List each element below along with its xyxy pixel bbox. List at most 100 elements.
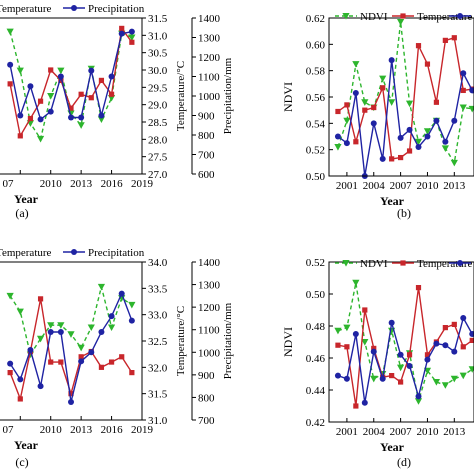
precipitation-point: [361, 399, 368, 406]
temperature-point: [433, 99, 440, 105]
ndvi-tick-label: 0.50: [306, 171, 326, 183]
x-axis-label: Year: [380, 440, 405, 454]
ndvi-point: [441, 382, 449, 389]
ndvi-point: [379, 75, 387, 83]
ndvi-tick-label: 0.48: [306, 321, 326, 333]
precipitation-tick-label: 900: [198, 370, 215, 382]
x-tick-label: 2007: [390, 180, 413, 192]
ndvi-axis-label: NDVI: [281, 327, 295, 357]
ndvi-point: [352, 61, 360, 68]
precipitation-point: [78, 358, 85, 365]
precipitation-point: [469, 87, 474, 94]
panel-label: (a): [15, 206, 28, 220]
precipitation-tick-label: 1100: [198, 325, 220, 337]
precipitation-tick-label: 900: [198, 111, 215, 123]
precipitation-tick-label: 1000: [198, 91, 221, 103]
temperature-tick-label: 27.5: [148, 152, 168, 164]
x-tick-label: 2004: [363, 180, 386, 192]
precipitation-point: [88, 67, 95, 74]
precipitation-point: [7, 360, 14, 367]
temperature-point: [37, 296, 44, 302]
chart-panel-b: 2001 2004 2007 2010 2013 Year 0.50 0.52 0.54 0.56…: [281, 11, 474, 220]
precipitation-point: [17, 376, 24, 383]
ndvi-point: [77, 122, 85, 129]
ndvi-point: [6, 292, 14, 300]
temperature-point: [451, 321, 457, 327]
temperature-point: [371, 345, 377, 351]
temperature-point: [460, 87, 466, 94]
x-tick-label: 2019: [131, 178, 154, 190]
series-line-ndvi: [9, 286, 133, 357]
precipitation-point: [98, 112, 105, 119]
ndvi-point: [397, 364, 405, 372]
x-tick-label: 2016: [101, 178, 124, 190]
ndvi-point: [16, 67, 24, 75]
ndvi-point: [468, 366, 474, 373]
ndvi-point: [468, 105, 474, 113]
temperature-point: [371, 104, 377, 111]
legend-label: Temperature: [0, 3, 52, 15]
precipitation-tick-label: 800: [198, 392, 215, 404]
precipitation-point: [343, 140, 350, 147]
temperature-point: [78, 354, 84, 360]
temperature-point: [48, 67, 54, 73]
precipitation-point: [118, 290, 125, 297]
legend-temperature-marker: [400, 13, 406, 19]
ndvi-point: [36, 335, 45, 343]
precipitation-point: [433, 340, 440, 347]
ndvi-tick-label: 0.56: [306, 92, 326, 104]
ndvi-tick-label: 0.54: [306, 118, 326, 130]
precipitation-point: [78, 114, 85, 121]
x-axis-label: Year: [14, 438, 39, 452]
ndvi-point: [414, 138, 423, 146]
ndvi-point: [128, 301, 136, 309]
temperature-point: [362, 307, 368, 313]
temperature-point: [335, 108, 341, 115]
precipitation-point: [451, 348, 458, 355]
temperature-point: [469, 337, 474, 343]
temperature-tick-label: 30.5: [148, 48, 168, 60]
legend-label: Temperature: [417, 258, 473, 270]
precipitation-point: [27, 83, 34, 90]
legend: Temperature Precipitation: [0, 3, 145, 15]
temperature-point: [389, 373, 395, 379]
ndvi-point: [343, 117, 351, 125]
ndvi-tick-label: 0.52: [306, 145, 325, 157]
temperature-point: [58, 77, 64, 83]
series-line-temperature: [337, 287, 473, 407]
temperature-point: [389, 156, 395, 162]
series-line-temperature: [337, 36, 473, 160]
temperature-point: [17, 396, 23, 402]
temperature-point: [17, 133, 23, 139]
precipitation-point: [128, 28, 135, 35]
ndvi-tick-label: 0.60: [306, 39, 326, 51]
precipitation-point: [388, 57, 395, 64]
legend-label: Temperature: [0, 247, 52, 259]
ndvi-point: [450, 159, 458, 167]
precipitation-point: [442, 342, 449, 349]
legend-label: NDVI: [360, 258, 388, 270]
x-tick-label: 2001: [336, 426, 358, 438]
precipitation-point: [460, 315, 467, 321]
ndvi-point: [352, 279, 360, 287]
precipitation-tick-label: 1000: [198, 347, 221, 359]
precipitation-point: [88, 349, 95, 356]
chart-panel-c: 07 2010 2013 2016 2019 Year 31.0 31.5 32.0 32.5 33…: [0, 247, 234, 469]
temperature-tick-label: 31.5: [148, 13, 168, 25]
x-tick-label: 07: [3, 178, 15, 190]
precipitation-point: [460, 70, 467, 77]
temperature-point: [98, 364, 105, 370]
panel-label: (c): [15, 455, 28, 469]
precipitation-point: [451, 117, 458, 124]
precipitation-point: [406, 363, 413, 369]
x-axis-label: Year: [380, 194, 405, 208]
x-tick-label: 07: [3, 424, 15, 436]
temperature-point: [129, 39, 135, 45]
ndvi-tick-label: 0.50: [306, 289, 326, 301]
temperature-tick-label: 33.0: [148, 310, 168, 322]
x-tick-label: 2013: [70, 178, 93, 190]
ndvi-tick-label: 0.62: [306, 13, 325, 25]
precipitation-point: [442, 138, 449, 145]
temperature-point: [442, 37, 448, 43]
temperature-point: [398, 379, 404, 385]
